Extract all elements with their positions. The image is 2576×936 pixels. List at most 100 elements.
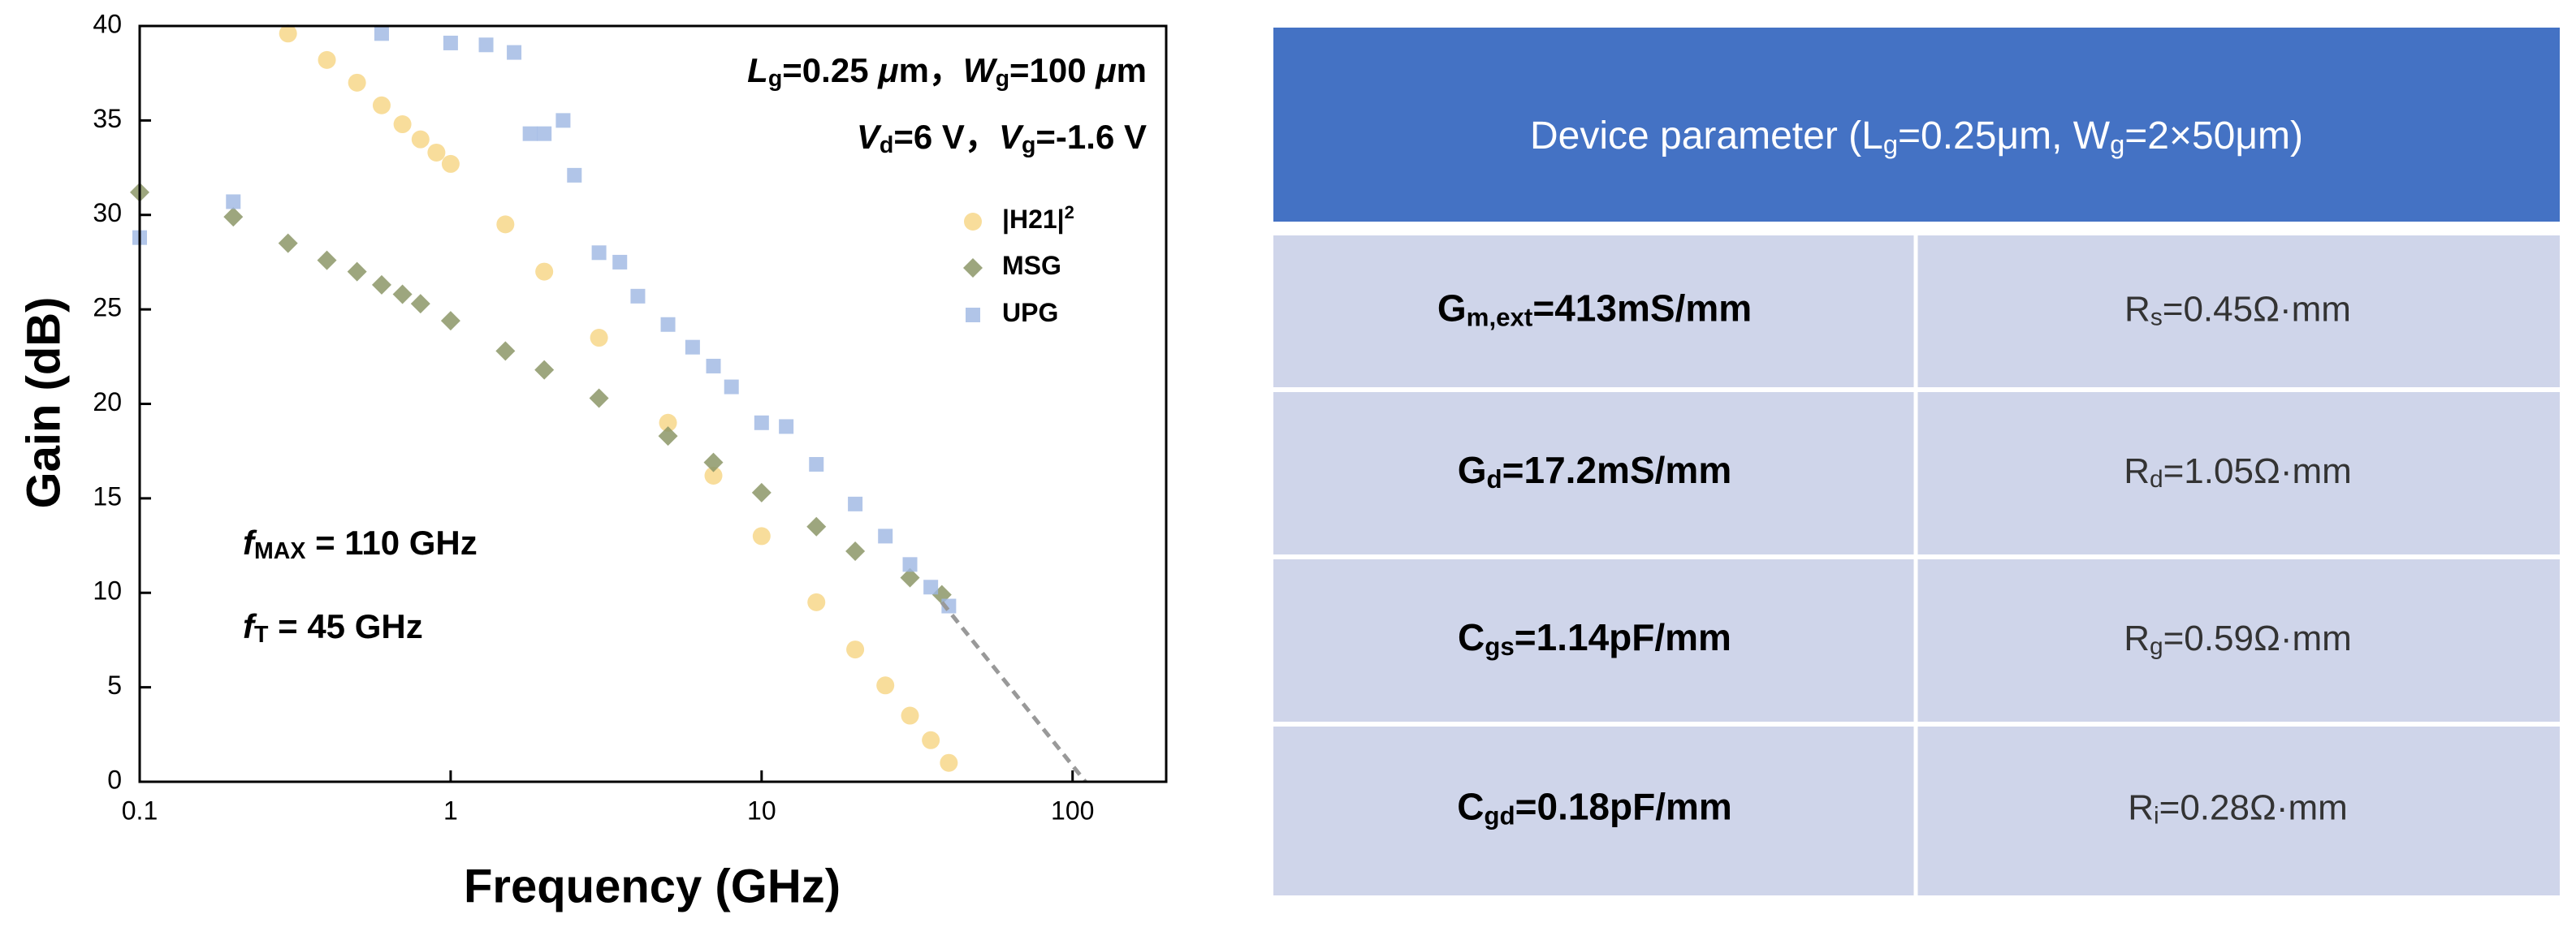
table-cell-text: Cgs=1.14pF/mm: [1458, 616, 1731, 660]
text-part: m,ext: [1467, 303, 1533, 331]
annotation: fMAX = 110 GHz: [243, 524, 478, 564]
data-point: [806, 516, 827, 537]
data-point: [685, 339, 700, 355]
data-point: [848, 496, 863, 511]
data-point: [751, 482, 772, 503]
text-part: C: [1457, 786, 1484, 828]
y-tick-label: 25: [93, 293, 122, 322]
text-part: i: [2154, 802, 2159, 829]
data-point: [279, 24, 297, 43]
text-part: d: [880, 132, 893, 158]
data-point: [567, 167, 582, 183]
text-part: =0.25: [782, 51, 878, 89]
y-axis-label: Gain (dB): [17, 297, 70, 509]
data-point: [278, 233, 298, 253]
data-point: [612, 254, 628, 270]
x-tick-label: 100: [1051, 796, 1094, 825]
legend-sup: 2: [1065, 202, 1074, 222]
text-part: G: [1458, 449, 1487, 491]
text-part: =2×50μm): [2124, 114, 2303, 157]
y-tick-label: 20: [93, 387, 122, 416]
data-point: [478, 37, 494, 53]
data-point: [900, 567, 920, 588]
text-part: g: [1883, 129, 1898, 159]
text-part: =413mS/mm: [1532, 287, 1752, 330]
text-part: V: [857, 118, 882, 156]
legend-name: UPG: [1002, 298, 1058, 327]
table-header-text: Device parameter (Lg=0.25μm, Wg=2×50μm): [1530, 114, 2303, 159]
text-part: = 45 GHz: [268, 607, 422, 645]
data-point: [555, 113, 571, 128]
text-part: L: [747, 51, 768, 89]
text-part: gd: [1484, 801, 1515, 830]
text-part: gs: [1485, 632, 1515, 661]
text-part: =-1.6 V: [1035, 118, 1147, 156]
text-part: f: [243, 607, 257, 645]
y-tick-label: 30: [93, 198, 122, 227]
text-part: =100: [1009, 51, 1096, 89]
legend-label: |H21|2: [1002, 202, 1074, 235]
data-point: [845, 541, 866, 562]
data-point: [704, 466, 723, 485]
data-point: [724, 379, 739, 395]
table-cell-text: Rd=1.05Ω·mm: [2124, 451, 2352, 493]
text-part: μ: [877, 51, 898, 89]
data-point: [223, 207, 244, 227]
text-part: =6 V，: [893, 118, 999, 156]
annotation: Vd=6 V，Vg=-1.6 V: [857, 118, 1147, 158]
data-point: [392, 284, 413, 304]
data-point: [703, 452, 724, 472]
data-point: [443, 35, 458, 50]
data-point: [589, 388, 609, 408]
legend-marker: [964, 213, 982, 231]
text-part: =1.14pF/mm: [1515, 616, 1731, 658]
text-part: =0.45Ω·mm: [2163, 289, 2351, 329]
data-point: [807, 593, 826, 611]
y-tick-label: 35: [93, 104, 122, 133]
data-point: [410, 294, 430, 314]
data-point: [537, 126, 552, 141]
text-part: C: [1458, 616, 1485, 658]
data-point: [752, 527, 771, 546]
data-point: [317, 250, 337, 270]
data-point: [922, 731, 940, 749]
data-point: [940, 753, 958, 772]
y-tick-label: 0: [107, 765, 122, 794]
x-tick-label: 0.1: [122, 796, 158, 825]
data-point: [427, 143, 446, 162]
data-point: [318, 50, 336, 69]
data-point: [226, 194, 241, 209]
data-point: [660, 317, 676, 332]
data-point: [372, 96, 391, 114]
plot-frame: [138, 24, 1168, 783]
legend-label: MSG: [1002, 251, 1061, 280]
legend-name: |H21|: [1002, 205, 1065, 234]
text-part: g: [1022, 132, 1035, 158]
annotation: Lg=0.25 μm，Wg=100 μm: [747, 51, 1147, 92]
data-point: [374, 26, 389, 41]
text-part: μ: [1095, 51, 1116, 89]
x-tick-label: 1: [443, 796, 458, 825]
text-part: g: [2150, 633, 2163, 660]
data-point: [441, 154, 460, 173]
text-part: R: [2124, 289, 2150, 329]
text-part: V: [999, 118, 1024, 156]
text-part: f: [243, 524, 257, 562]
data-point: [495, 341, 516, 361]
data-point: [591, 245, 607, 261]
data-point: [347, 261, 367, 282]
text-part: m，: [899, 51, 963, 89]
text-part: d: [2150, 466, 2163, 493]
text-part: = 110 GHz: [305, 524, 477, 562]
data-point: [901, 706, 919, 725]
y-tick-label: 5: [107, 671, 122, 700]
text-part: W: [963, 51, 998, 89]
data-point: [371, 274, 391, 295]
legend-marker: [966, 308, 980, 322]
data-point: [440, 311, 460, 331]
text-part: G: [1437, 287, 1467, 330]
legend-marker: [963, 258, 983, 278]
data-point: [348, 73, 366, 92]
